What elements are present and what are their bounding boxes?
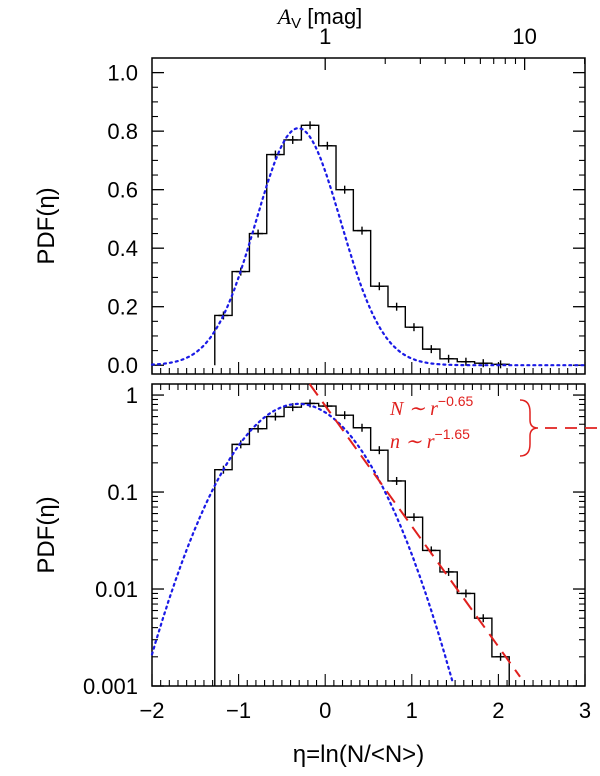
top-y-tick-label: 0.2 bbox=[107, 295, 138, 320]
top-axis-tick-label: 10 bbox=[512, 24, 536, 49]
bottom-histogram bbox=[214, 399, 510, 686]
annotation-brace bbox=[519, 399, 539, 457]
top-y-tick-label: 1.0 bbox=[107, 61, 138, 86]
x-tick-label: −2 bbox=[139, 698, 164, 723]
x-tick-label: −1 bbox=[226, 698, 251, 723]
top-histogram bbox=[214, 121, 510, 369]
top-y-tick-label: 0.4 bbox=[107, 236, 138, 261]
top-ticks: 0.0 0.2 0.4 0.6 0.8 1.0 1 10 bbox=[107, 24, 586, 378]
top-gaussian-fit bbox=[150, 127, 587, 367]
top-y-tick-label: 0.6 bbox=[107, 178, 138, 203]
annotation-line-1: N ∼ r−0.65 bbox=[389, 393, 474, 420]
top-y-tick-label: 0.8 bbox=[107, 119, 138, 144]
top-axis-tick-label: 1 bbox=[319, 24, 331, 49]
bottom-y-tick-label: 1 bbox=[126, 383, 138, 408]
x-tick-label: 1 bbox=[406, 698, 418, 723]
x-tick-label: 3 bbox=[579, 698, 591, 723]
top-axis-label: AV [mag] bbox=[276, 4, 363, 32]
bottom-panel: 0.001 0.01 0.1 1 −2 −1 0 1 2 3 PDF(η) η=ln(N/<N>)… bbox=[33, 383, 600, 768]
top-y-tick-label: 0.0 bbox=[107, 353, 138, 378]
bottom-ticks: 0.001 0.01 0.1 1 −2 −1 0 1 2 3 bbox=[83, 383, 591, 723]
annotation-line-2: n ∼ r−1.65 bbox=[390, 426, 470, 453]
bottom-y-tick-label: 0.1 bbox=[107, 480, 138, 505]
histogram-step-line bbox=[214, 124, 510, 366]
power-law-annotation: N ∼ r−0.65 n ∼ r−1.65 bbox=[389, 393, 600, 457]
bottom-plot-frame bbox=[151, 383, 586, 687]
bottom-y-tick-label: 0.001 bbox=[83, 674, 138, 699]
x-tick-label: 0 bbox=[319, 698, 331, 723]
x-axis-label: η=ln(N/<N>) bbox=[293, 741, 424, 768]
x-tick-label: 2 bbox=[492, 698, 504, 723]
bottom-y-axis-label: PDF(η) bbox=[33, 496, 60, 573]
top-panel: 0.0 0.2 0.4 0.6 0.8 1.0 1 10 PDF(η) AV [mag] bbox=[33, 4, 587, 378]
histogram-step-line bbox=[214, 402, 510, 686]
power-law-fit bbox=[308, 383, 521, 678]
top-y-axis-label: PDF(η) bbox=[33, 187, 60, 264]
bottom-y-tick-label: 0.01 bbox=[95, 577, 138, 602]
bottom-gaussian-fit bbox=[150, 402, 454, 685]
